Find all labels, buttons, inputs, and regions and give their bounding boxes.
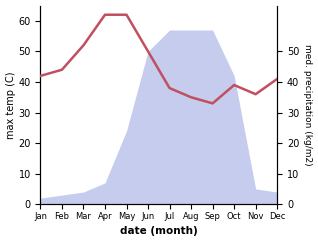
X-axis label: date (month): date (month)	[120, 227, 198, 236]
Y-axis label: med. precipitation (kg/m2): med. precipitation (kg/m2)	[303, 44, 313, 166]
Y-axis label: max temp (C): max temp (C)	[5, 71, 16, 139]
